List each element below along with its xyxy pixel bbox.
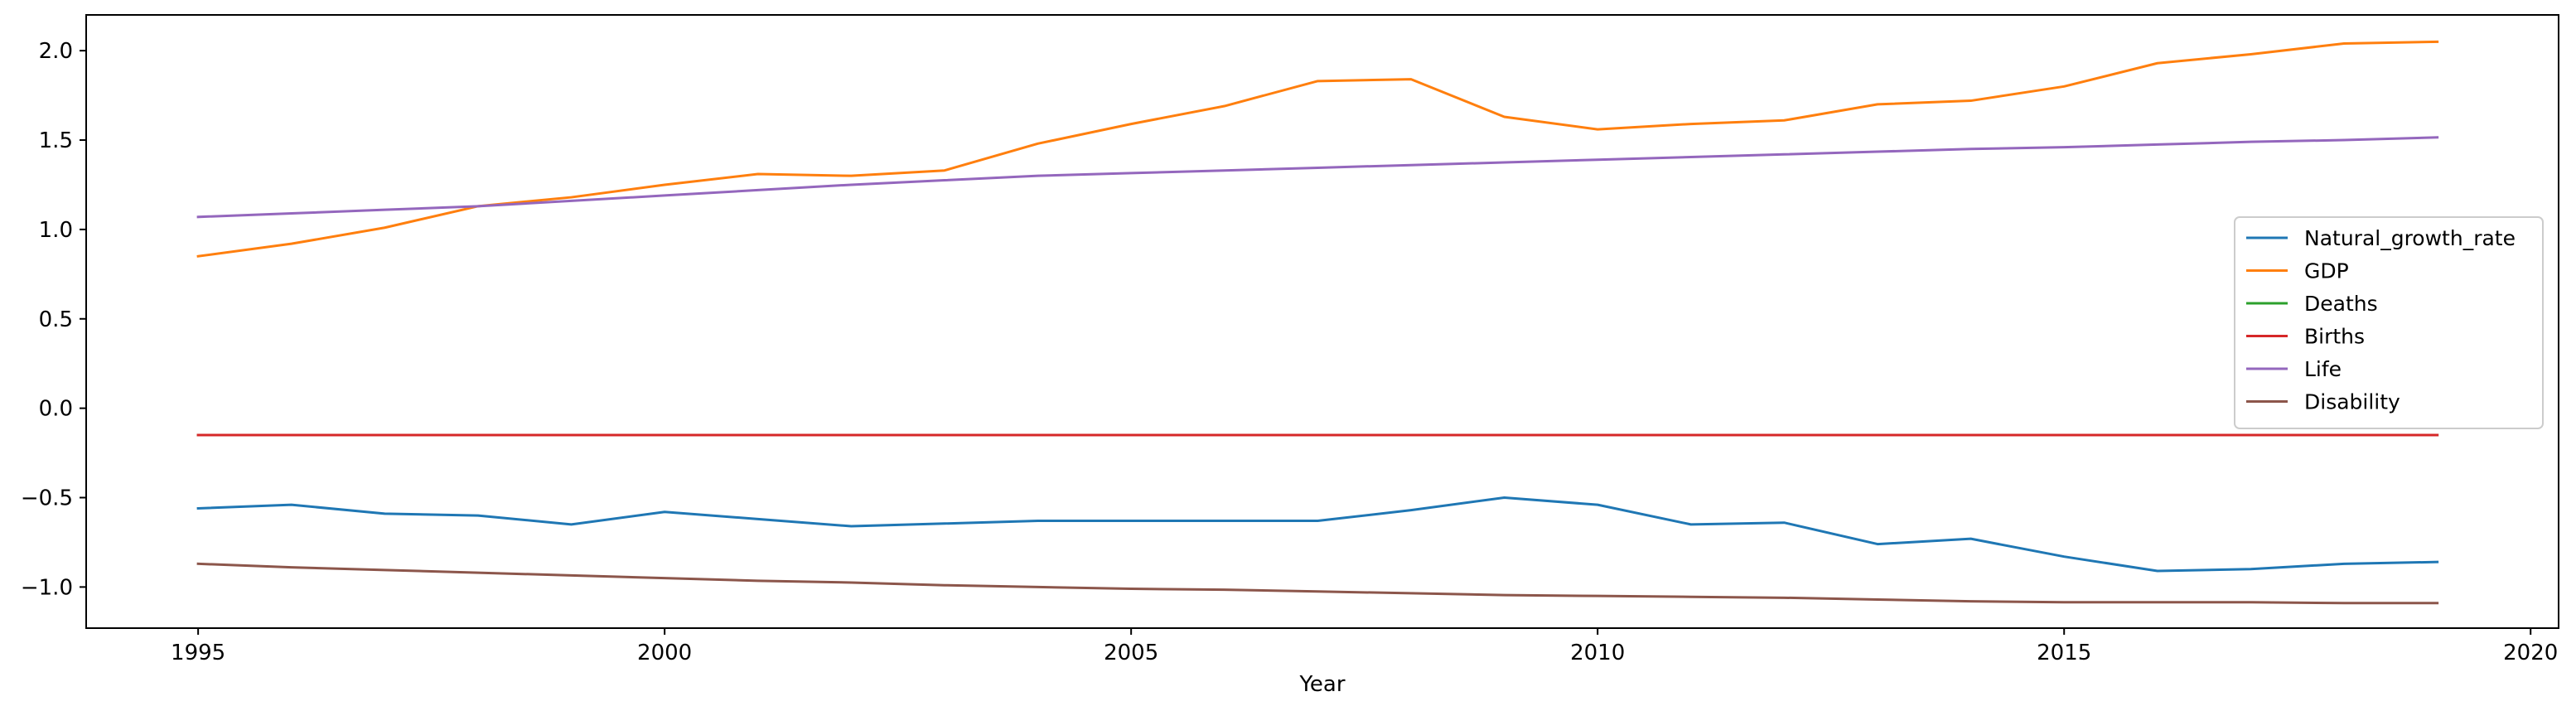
x-axis: 1995 2000 2005 2010 2015 2020	[171, 628, 2558, 665]
y-tick-label: 1.0	[39, 218, 73, 243]
series-line-gdp	[196, 40, 2439, 258]
legend-entry-label: GDP	[2304, 259, 2349, 283]
plot-frame	[85, 14, 2559, 629]
x-tick-label: 2000	[637, 641, 692, 665]
y-tick-label: 1.5	[39, 128, 73, 153]
y-tick-label: −1.0	[21, 575, 73, 600]
series-layer	[196, 40, 2439, 605]
series-line-life	[196, 136, 2439, 219]
plot-background	[86, 15, 2559, 628]
legend-entry-label: Natural_growth_rate	[2304, 226, 2516, 250]
y-tick-label: 2.0	[39, 39, 73, 64]
legend-entry-label: Life	[2304, 357, 2342, 381]
series-line-disability	[196, 562, 2439, 605]
x-tick-label: 2015	[2037, 641, 2091, 665]
y-axis: −1.0 −0.5 0.0 0.5 1.0 1.5 2.0	[21, 39, 86, 600]
y-tick-label: 0.5	[39, 307, 73, 332]
series-line-natural-growth-rate	[196, 496, 2439, 573]
x-axis-label: Year	[1298, 672, 1345, 697]
legend-entry-label: Births	[2304, 325, 2365, 349]
legend: Natural_growth_rate GDP Deaths Births Life Di…	[2234, 216, 2544, 429]
legend-entry-label: Disability	[2304, 390, 2400, 414]
x-tick-label: 2010	[1570, 641, 1625, 665]
x-tick-label: 2020	[2503, 641, 2558, 665]
y-tick-label: 0.0	[39, 397, 73, 422]
plot-area	[86, 15, 2559, 628]
legend-entry-label: Deaths	[2304, 292, 2378, 316]
x-tick-label: 2005	[1104, 641, 1158, 665]
legend-box	[2234, 216, 2544, 429]
x-tick-label: 1995	[171, 641, 225, 665]
y-tick-label: −0.5	[21, 486, 73, 511]
